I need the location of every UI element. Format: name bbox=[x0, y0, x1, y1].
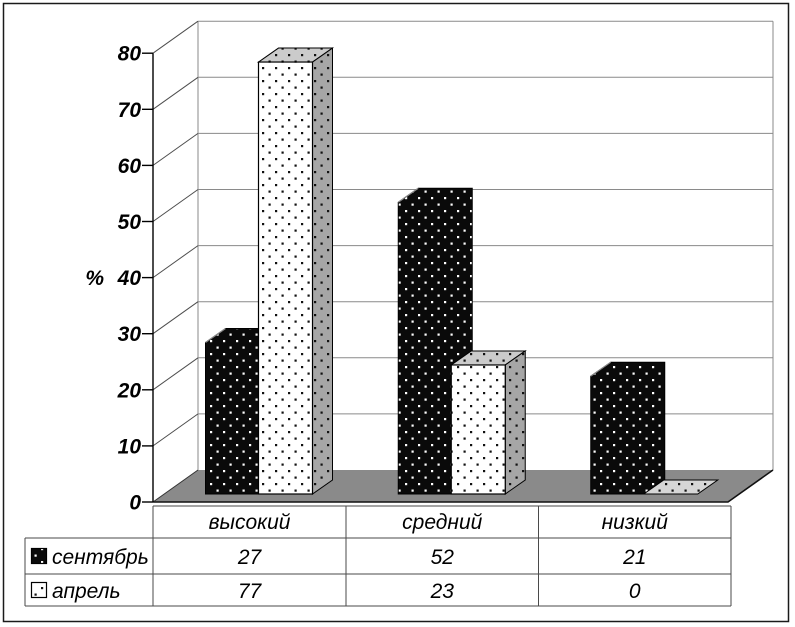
gridline-diagonal-40 bbox=[152, 245, 199, 279]
table-header-category-0: высокий bbox=[209, 511, 291, 534]
data-table-group: высокий 27 77 средний 52 23 низкий 21 0 сентябрь а… bbox=[24, 505, 732, 607]
y-tick-label-60: 60 bbox=[118, 155, 142, 178]
gridline-diagonal-50 bbox=[152, 189, 199, 222]
y-tick-label-20: 20 bbox=[117, 379, 142, 402]
legend-label-series-1: апрель bbox=[52, 580, 121, 603]
gridline-diagonal-10 bbox=[152, 413, 199, 447]
legend-key-series-1 bbox=[30, 581, 48, 599]
table-header-category-1: средний bbox=[402, 511, 482, 534]
y-axis-title: % bbox=[85, 267, 104, 290]
bar-series-1-category-1-front-face bbox=[450, 364, 506, 495]
bar-series-1-category-0-side-face bbox=[312, 47, 333, 495]
y-tick-label-10: 10 bbox=[118, 435, 142, 458]
y-tick-label-50: 50 bbox=[118, 211, 142, 234]
table-cell-series-1-category-2: 0 bbox=[629, 580, 641, 603]
bar-series-0-category-1-top-edge bbox=[397, 187, 419, 203]
y-tick-label-0: 0 bbox=[129, 492, 141, 515]
gridline-diagonal-20 bbox=[152, 357, 199, 391]
bar-series-0-category-2 bbox=[590, 361, 666, 495]
table-header-category-2: низкий bbox=[602, 511, 669, 534]
gridline-diagonal-0 bbox=[152, 469, 199, 503]
table-cell-series-1-category-0: 77 bbox=[238, 580, 263, 603]
gridline-diagonal-30 bbox=[152, 301, 199, 335]
table-cell-series-0-category-1: 52 bbox=[431, 546, 455, 569]
gridline-diagonal-60 bbox=[152, 132, 199, 166]
y-tick-label-70: 70 bbox=[118, 99, 142, 122]
bars-group bbox=[205, 47, 720, 495]
y-axis-group bbox=[142, 52, 154, 503]
axis-labels-group: 0 10 20 30 40 50 60 70 80% bbox=[85, 43, 141, 515]
floor-front-edge bbox=[153, 469, 774, 503]
legend-label-series-0: сентябрь bbox=[52, 546, 149, 569]
bar-series-0-category-2-top-edge bbox=[590, 361, 612, 377]
bar-series-1-category-2-zero-tile bbox=[642, 479, 720, 495]
bar-series-0-category-0-top-edge bbox=[205, 328, 226, 344]
table-cell-series-1-category-1: 23 bbox=[430, 580, 455, 603]
gridline-diagonal-80 bbox=[152, 20, 199, 54]
legend-key-series-0 bbox=[30, 547, 48, 565]
table-cell-series-0-category-2: 21 bbox=[622, 546, 646, 569]
y-tick-label-80: 80 bbox=[118, 43, 142, 66]
bar-series-1-category-0-front-face bbox=[257, 61, 314, 495]
bar-series-1-category-1-side-face bbox=[504, 350, 526, 495]
gridline-diagonal-70 bbox=[152, 76, 199, 110]
y-tick-label-30: 30 bbox=[118, 323, 142, 346]
table-cell-series-0-category-0: 27 bbox=[237, 546, 263, 569]
y-tick-label-40: 40 bbox=[117, 267, 142, 290]
